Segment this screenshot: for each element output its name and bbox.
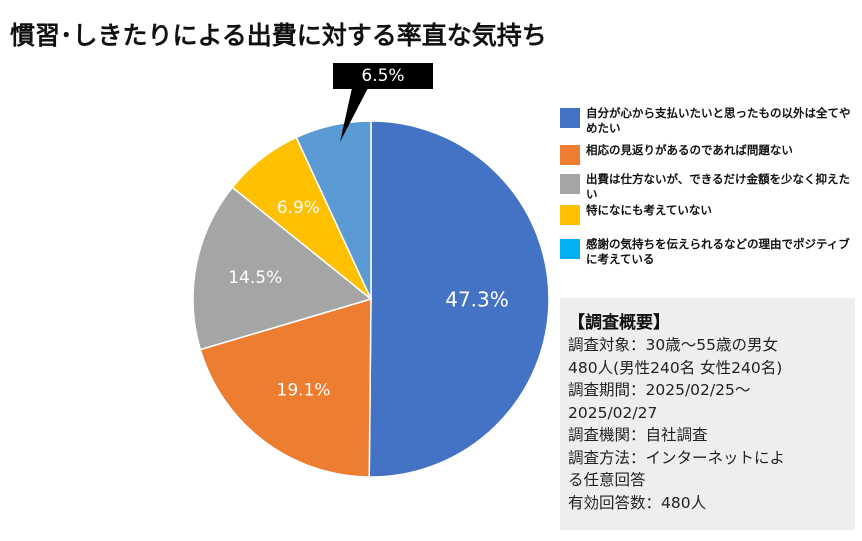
- chart-title: 慣習･しきたりによる出費に対する率直な気持ち: [10, 21, 547, 50]
- pie-slice: [295, 120, 372, 300]
- slice-data-label: 19.1%: [277, 380, 331, 400]
- pie-slice: [199, 297, 372, 478]
- slice-data-label: 47.3%: [445, 288, 509, 312]
- pie-slice: [192, 186, 373, 351]
- legend-swatch: [560, 239, 580, 259]
- legend-label: 出費は仕方ないが、できるだけ金額を少なく抑えたい: [586, 172, 851, 201]
- summary-line: 調査期間：2025/02/25～: [568, 381, 751, 399]
- callout-label-ポジティブ: 6.5%: [333, 63, 433, 89]
- summary-heading: 【調査概要】: [568, 313, 670, 333]
- summary-line: 2025/02/27: [568, 403, 658, 422]
- summary-line: る任意回答: [568, 471, 646, 489]
- legend-label: 相応の見返りがあるのであれば問題ない: [586, 143, 793, 157]
- summary-line: 調査対象：30歳～55歳の男女: [568, 336, 778, 354]
- legend-swatch: [560, 174, 580, 194]
- survey-summary-box: 【調査概要】 調査対象：30歳～55歳の男女 480人(男性240名 女性240…: [560, 298, 855, 530]
- legend-swatch: [560, 145, 580, 165]
- pie-slice: [368, 120, 550, 478]
- legend-label: 自分が心から支払いたいと思ったもの以外は全てやめたい: [586, 106, 851, 135]
- legend-swatch: [560, 205, 580, 225]
- summary-line: 調査方法：インターネットによ: [568, 448, 786, 467]
- legend-label: 特になにも考えていない: [586, 203, 712, 217]
- slice-data-label: 6.9%: [277, 198, 320, 218]
- summary-line: 調査機関：自社調査: [568, 426, 708, 444]
- summary-line: 480人(男性240名 女性240名): [568, 358, 783, 377]
- summary-line: 有効回答数：480人: [568, 493, 707, 512]
- callout-pointer: [340, 88, 368, 142]
- slice-data-label: 14.5%: [228, 268, 282, 288]
- legend-swatch: [560, 108, 580, 128]
- legend-label: 感謝の気持ちを伝えられるなどの理由でポジティブに考えている: [586, 237, 850, 266]
